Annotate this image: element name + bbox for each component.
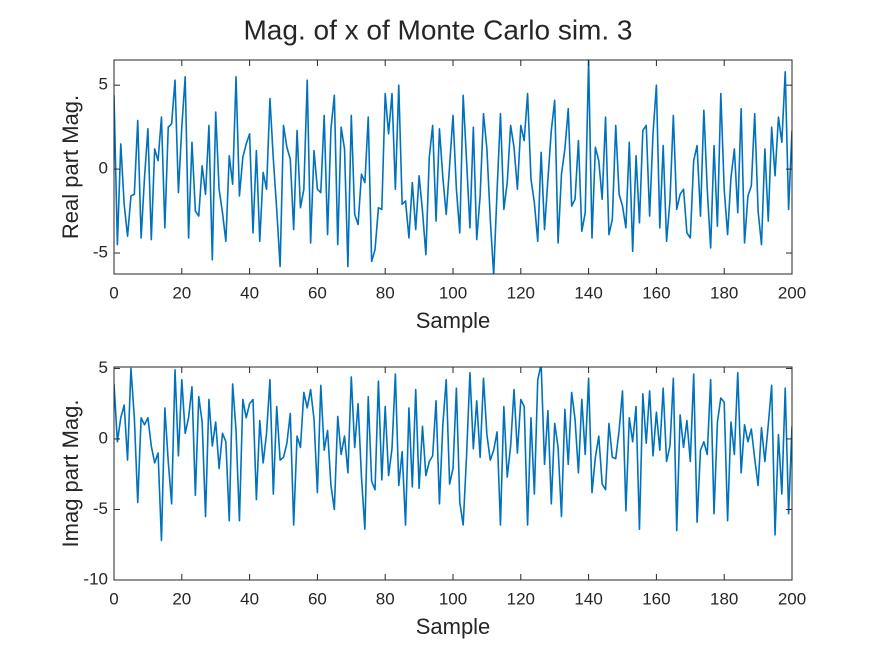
- y-tick-label: 0: [99, 428, 108, 447]
- x-tick-label: 100: [439, 283, 467, 302]
- x-tick-label: 60: [308, 589, 327, 608]
- x-tick-label: 120: [507, 589, 535, 608]
- data-line: [114, 367, 792, 542]
- axes-background: [114, 60, 792, 274]
- x-tick-label: 60: [308, 283, 327, 302]
- x-tick-label: 180: [710, 283, 738, 302]
- x-tick-label: 200: [778, 283, 806, 302]
- x-tick-label: 80: [376, 283, 395, 302]
- y-axis-label: Real part Mag.: [58, 95, 83, 239]
- y-axis-label: Imag part Mag.: [58, 400, 83, 548]
- x-tick-label: 0: [109, 283, 118, 302]
- x-tick-label: 140: [574, 589, 602, 608]
- data-line: [114, 60, 792, 274]
- y-tick-label: 5: [99, 75, 108, 94]
- x-tick-label: 120: [507, 283, 535, 302]
- x-tick-label: 100: [439, 589, 467, 608]
- x-tick-label: 80: [376, 589, 395, 608]
- x-axis-label: Sample: [416, 614, 491, 639]
- y-tick-label: 0: [99, 159, 108, 178]
- x-tick-label: 180: [710, 589, 738, 608]
- x-tick-label: 40: [240, 283, 259, 302]
- x-tick-label: 40: [240, 589, 259, 608]
- x-tick-label: 160: [642, 283, 670, 302]
- figure-title: Mag. of x of Monte Carlo sim. 3: [243, 14, 632, 45]
- x-tick-label: 20: [172, 589, 191, 608]
- axes-background: [114, 367, 792, 580]
- y-tick-label: -5: [93, 499, 108, 518]
- y-tick-label: -5: [93, 243, 108, 262]
- x-tick-label: 20: [172, 283, 191, 302]
- y-tick-label: 5: [99, 358, 108, 377]
- x-tick-label: 160: [642, 589, 670, 608]
- x-tick-label: 200: [778, 589, 806, 608]
- y-tick-label: -10: [83, 569, 108, 588]
- x-axis-label: Sample: [416, 308, 491, 333]
- x-tick-label: 140: [574, 283, 602, 302]
- x-tick-label: 0: [109, 589, 118, 608]
